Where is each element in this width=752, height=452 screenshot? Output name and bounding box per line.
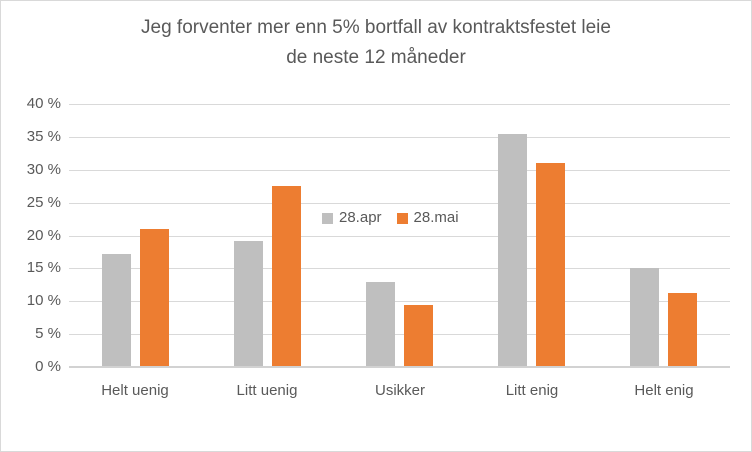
gridline [69,334,730,335]
chart-title-line-2: de neste 12 måneder [286,47,466,68]
legend-label-28-mai: 28.mai [413,209,459,226]
gridline [69,301,730,302]
gridline [69,170,730,171]
x-axis-category-label: Litt enig [505,382,559,399]
y-axis-tick-label: 10 % [26,292,61,309]
chart-title-line-1: Jeg forventer mer enn 5% bortfall av kon… [141,17,611,38]
y-axis-tick-label: 15 % [26,259,61,276]
legend-swatch-28-apr [322,212,333,224]
bar-28-mai-litt-uenig [272,186,301,366]
bar-28-apr-litt-uenig [234,241,263,366]
y-axis-tick-label: 5 % [35,325,61,342]
bar-28-apr-litt-enig [498,134,527,366]
legend-label-28-apr: 28.apr [339,209,382,226]
x-axis-category-label: Usikker [374,382,425,399]
gridline [69,268,730,269]
y-axis-tick-label: 35 % [26,128,61,145]
bar-28-apr-usikker [366,282,395,366]
x-axis-category-label: Helt enig [634,382,694,399]
x-axis-category-label: Helt uenig [101,382,169,399]
bar-28-mai-helt-uenig [140,229,169,366]
bar-28-mai-helt-enig [668,293,697,366]
gridline [69,236,730,237]
legend-item-28-mai: 28.mai [396,207,459,229]
x-axis-line [69,366,730,368]
y-axis-tick-label: 25 % [26,194,61,211]
legend-item-28-apr: 28.apr [322,207,382,229]
y-axis-tick-label: 30 % [26,161,61,178]
legend: 28.apr 28.mai [322,207,459,229]
legend-swatch-28-mai [396,212,408,224]
bar-28-mai-litt-enig [536,163,565,366]
bar-28-apr-helt-enig [630,268,659,366]
chart-title: Jeg forventer mer enn 5% bortfall av kon… [1,13,751,73]
y-axis-tick-label: 40 % [26,95,61,112]
x-axis-category-label: Litt uenig [236,382,298,399]
y-axis-tick-label: 0 % [35,358,61,375]
gridline [69,137,730,138]
y-axis-tick-label: 20 % [26,227,61,244]
gridline [69,203,730,204]
bar-28-apr-helt-uenig [102,254,131,366]
bar-28-mai-usikker [404,305,433,366]
gridline [69,104,730,105]
